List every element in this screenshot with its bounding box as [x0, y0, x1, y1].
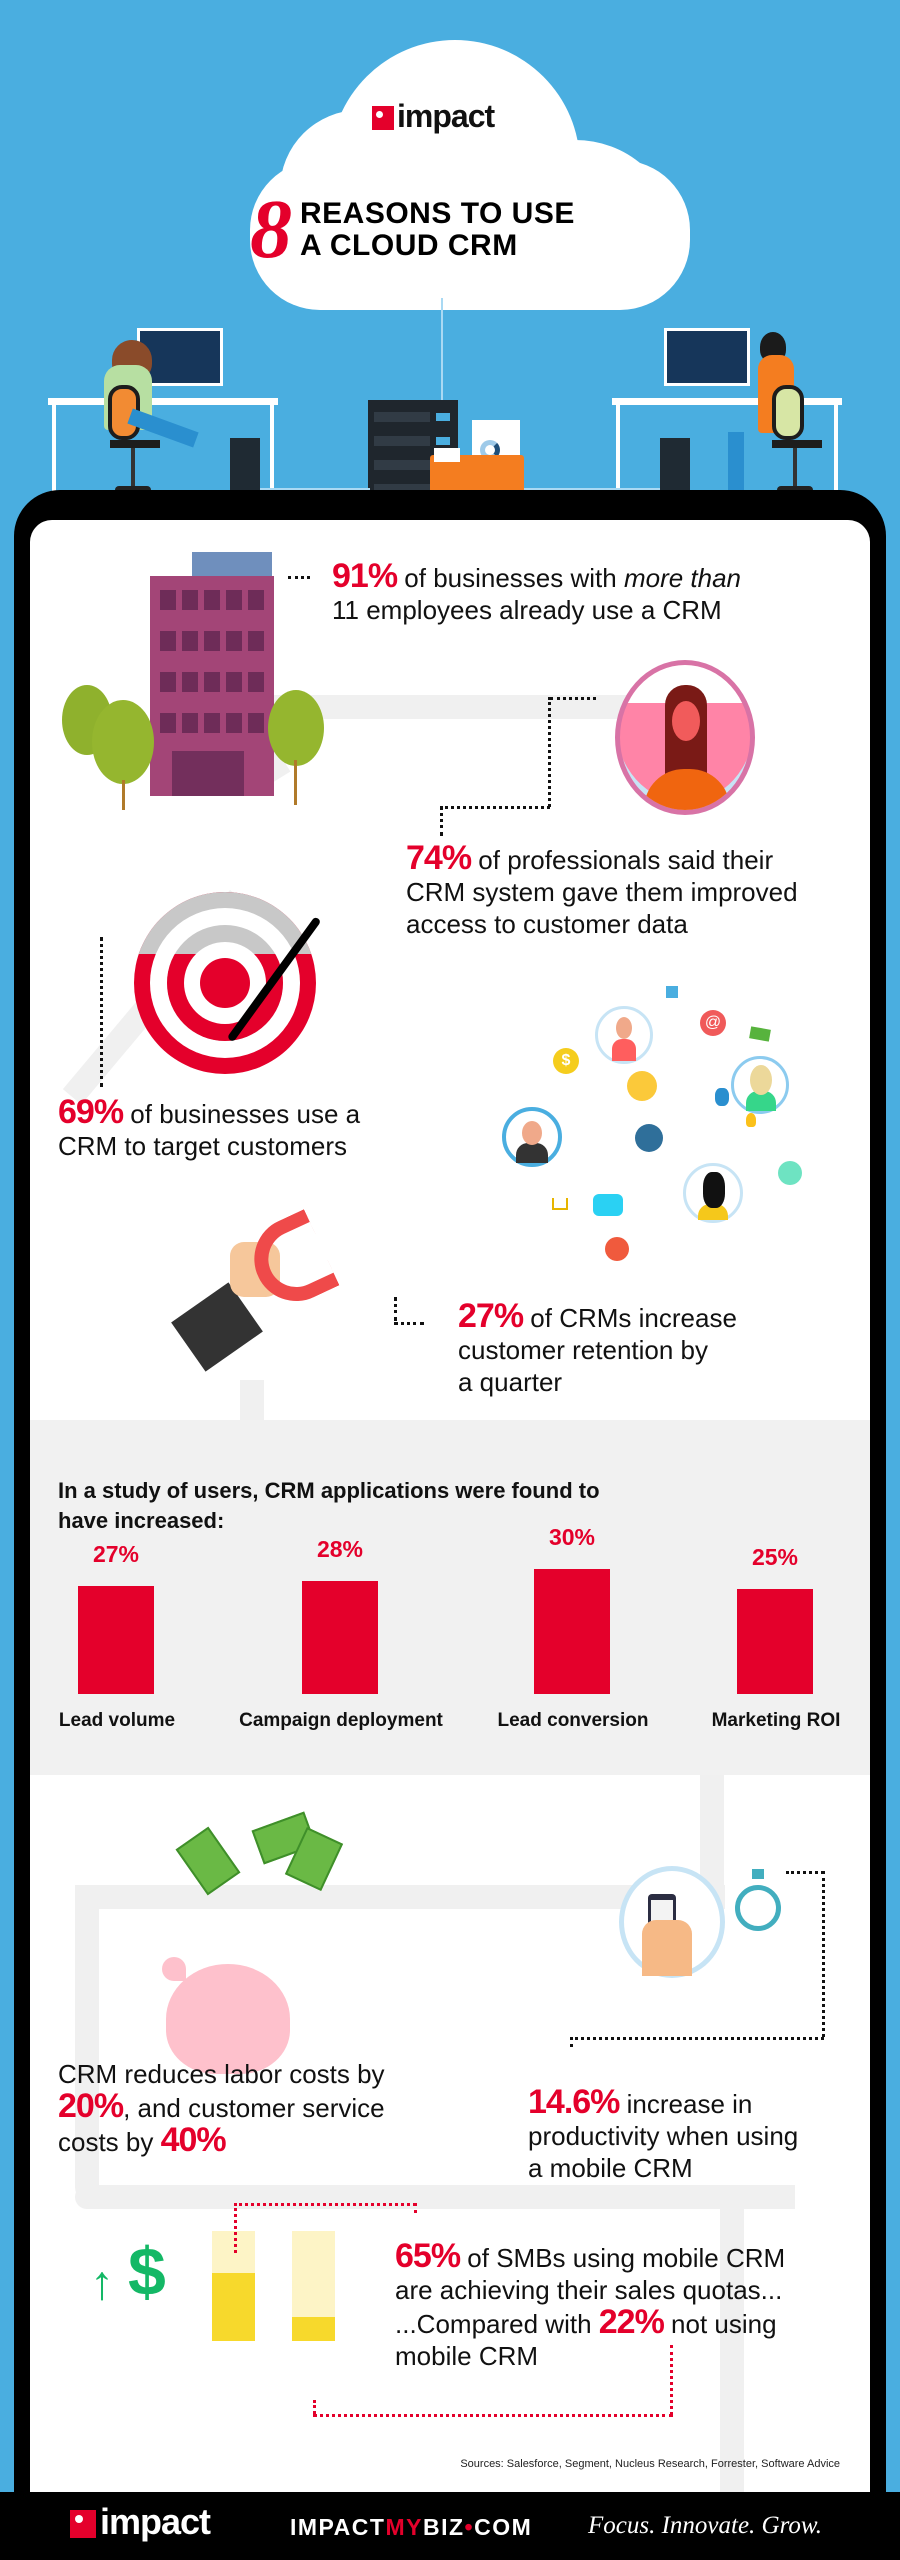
chart-title: In a study of users, CRM applications we… — [58, 1478, 600, 1533]
hand-holding-phone-icon — [642, 1920, 692, 1976]
logo-mark-icon — [70, 2510, 96, 2538]
cash-icon — [749, 1026, 771, 1042]
search-icon — [778, 1161, 802, 1185]
businessman-avatar-icon — [502, 1107, 562, 1167]
smiley-icon — [627, 1071, 657, 1101]
woman-dark-hair-avatar-icon — [683, 1163, 743, 1223]
play-video-icon — [593, 1194, 623, 1216]
dollar-sign-icon: $ — [128, 2234, 166, 2310]
gears-icon — [715, 1088, 729, 1106]
up-arrow-icon: ↑ — [90, 2257, 114, 2310]
title-line-2: A CLOUD CRM — [300, 229, 518, 262]
tree-icon — [92, 700, 154, 784]
stat-69-percent: 69% of businesses use a CRM to target cu… — [58, 1093, 361, 1161]
stat-14-6-percent: 14.6% increase in productivity when usin… — [528, 2083, 799, 2183]
bar-campaign-deployment: 28% — [302, 1536, 378, 1694]
tree-icon — [268, 690, 324, 766]
stat-74-percent: 74% of professionals said their CRM syst… — [406, 839, 798, 939]
magnet-icon — [240, 1209, 340, 1315]
stat-labor-costs: CRM reduces labor costs by 20%, and cust… — [58, 2059, 385, 2159]
coin-stack-short-icon — [292, 2231, 335, 2341]
bar-lead-conversion: 30% — [534, 1524, 610, 1694]
share-icon — [635, 1124, 663, 1152]
bar-lead-volume: 27% — [78, 1541, 154, 1694]
woman-blonde-avatar-icon — [731, 1056, 789, 1114]
woman-avatar-icon — [615, 660, 755, 815]
stat-91-percent: 91% of businesses with more than 11 empl… — [332, 557, 742, 625]
heart-icon — [605, 1237, 629, 1261]
target-bullseye-icon — [134, 892, 316, 1074]
dollar-coin-icon: $ — [553, 1048, 579, 1074]
left-desk-icon — [48, 398, 278, 405]
stat-65-percent: 65% of SMBs using mobile CRM are achievi… — [395, 2237, 786, 2371]
category-label: Lead conversion — [497, 1710, 649, 1731]
sources-note: Sources: Salesforce, Segment, Nucleus Re… — [460, 2458, 840, 2470]
right-desk-icon — [612, 398, 842, 405]
man-avatar-icon — [595, 1006, 653, 1064]
title-line-1: REASONS TO USE — [300, 197, 575, 230]
category-label: Lead volume — [58, 1710, 176, 1731]
tagline: Focus. Innovate. Grow. — [588, 2512, 822, 2539]
hand-icon — [230, 1242, 280, 1297]
content-panel: 91% of businesses with more than 11 empl… — [30, 520, 870, 2492]
footer-logo: impact — [70, 2501, 211, 2542]
category-label: Marketing ROI — [711, 1710, 841, 1731]
lightbulb-icon — [746, 1113, 756, 1127]
title-number: 8 — [250, 183, 292, 276]
bar-chart: 27% 28% 30% 25% — [30, 1420, 870, 1694]
bar-chart-section: In a study of users, CRM applications we… — [30, 1420, 870, 1775]
stat-27-percent: 27% of CRMs increase customer retention … — [458, 1297, 737, 1397]
stopwatch-icon — [735, 1885, 781, 1931]
page-title: 8 REASONS TO USE A CLOUD CRM — [250, 183, 670, 276]
left-pc-tower-icon — [230, 438, 260, 500]
header-logo: impact — [372, 98, 495, 134]
shopping-cart-icon — [552, 1198, 568, 1210]
thumbs-up-icon — [666, 986, 678, 998]
email-at-icon: @ — [700, 1010, 726, 1036]
footer: impact IMPACTMYBIZ•COM Focus. Innovate. … — [0, 2492, 900, 2560]
cloud-connector-line — [441, 298, 443, 488]
logo-mark-icon — [372, 106, 394, 130]
coin-stack-tall-icon — [212, 2231, 255, 2341]
bar-marketing-roi: 25% — [737, 1544, 813, 1694]
website-link[interactable]: IMPACTMYBIZ•COM — [290, 2514, 533, 2540]
right-monitor-icon — [664, 328, 750, 386]
footer-logo-text: impact — [100, 2501, 211, 2542]
category-label: Campaign deployment — [239, 1710, 443, 1731]
right-pc-tower-icon — [660, 438, 690, 500]
logo-text: impact — [397, 98, 495, 134]
